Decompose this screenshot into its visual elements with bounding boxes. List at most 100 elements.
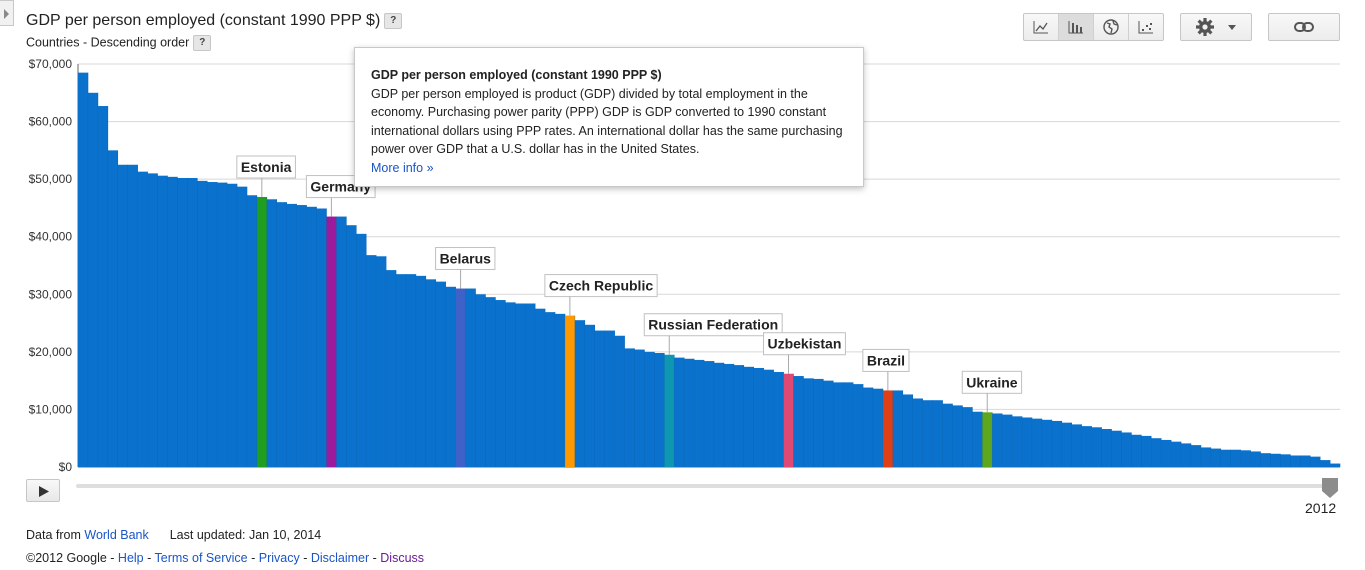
bar[interactable] — [624, 348, 635, 467]
country-label[interactable]: Estonia — [241, 159, 292, 175]
bar[interactable] — [217, 182, 228, 467]
bar[interactable] — [863, 387, 874, 467]
bar[interactable] — [713, 362, 725, 467]
bar[interactable] — [773, 372, 784, 467]
bar[interactable] — [872, 388, 884, 467]
bar[interactable] — [803, 378, 814, 467]
bar[interactable] — [545, 312, 556, 467]
timeline-handle[interactable] — [1321, 478, 1339, 498]
bar[interactable] — [704, 361, 715, 467]
bar[interactable] — [465, 288, 476, 467]
bar[interactable] — [296, 205, 307, 468]
bar[interactable] — [793, 376, 804, 467]
bar[interactable] — [187, 177, 198, 468]
bar[interactable] — [535, 308, 546, 467]
bar[interactable] — [97, 106, 109, 467]
title-help-button[interactable]: ? — [384, 12, 403, 29]
bar[interactable] — [1061, 422, 1072, 467]
discuss-link[interactable]: Discuss — [380, 551, 425, 565]
bar[interactable] — [1051, 420, 1063, 467]
bar[interactable] — [525, 303, 536, 468]
bar[interactable] — [505, 302, 516, 467]
bar[interactable] — [1220, 449, 1231, 467]
bar[interactable] — [1250, 451, 1261, 467]
bar[interactable] — [1091, 427, 1102, 467]
bar[interactable] — [1121, 432, 1132, 467]
timeline-track[interactable] — [76, 484, 1332, 488]
bar[interactable] — [922, 400, 933, 467]
bar[interactable] — [495, 300, 506, 467]
bar[interactable] — [107, 150, 119, 468]
bar[interactable] — [266, 199, 278, 468]
bar[interactable] — [1161, 439, 1172, 467]
bar[interactable] — [833, 382, 844, 467]
bar[interactable] — [475, 294, 486, 467]
bar[interactable] — [1101, 429, 1112, 467]
bar[interactable] — [1012, 416, 1023, 467]
bar[interactable] — [386, 270, 397, 467]
bar[interactable] — [415, 275, 427, 467]
bar-highlighted[interactable] — [455, 288, 466, 467]
bar[interactable] — [207, 182, 218, 467]
bar[interactable] — [753, 367, 764, 467]
bar[interactable] — [425, 279, 437, 467]
bar[interactable] — [316, 208, 327, 468]
bar[interactable] — [972, 411, 983, 467]
bar[interactable] — [1210, 448, 1222, 467]
play-button[interactable] — [26, 479, 60, 502]
settings-menu-button[interactable] — [1180, 13, 1252, 41]
bar[interactable] — [902, 394, 914, 467]
bar[interactable] — [306, 206, 317, 467]
bar[interactable] — [763, 369, 774, 467]
bar[interactable] — [445, 286, 456, 467]
country-label[interactable]: Russian Federation — [648, 317, 778, 333]
bar[interactable] — [1190, 445, 1202, 467]
bar[interactable] — [1270, 453, 1281, 467]
bar[interactable] — [654, 353, 665, 467]
country-label[interactable]: Uzbekistan — [767, 336, 841, 352]
bar[interactable] — [1071, 424, 1082, 467]
bar[interactable] — [515, 303, 526, 468]
bar[interactable] — [1181, 443, 1192, 467]
bar[interactable] — [674, 357, 685, 467]
bar[interactable] — [1022, 417, 1033, 467]
bar[interactable] — [1141, 435, 1152, 467]
more-info-link[interactable]: More info » — [371, 160, 434, 175]
help-link[interactable]: Help — [117, 551, 144, 565]
bar[interactable] — [614, 335, 625, 467]
bar[interactable] — [346, 225, 357, 467]
terms-link[interactable]: Terms of Service — [154, 551, 248, 565]
bar[interactable] — [962, 407, 973, 467]
bar[interactable] — [584, 324, 596, 467]
bar[interactable] — [246, 195, 258, 467]
bar-highlighted[interactable] — [882, 390, 894, 467]
bar[interactable] — [694, 359, 705, 467]
privacy-link[interactable]: Privacy — [258, 551, 300, 565]
bar-highlighted[interactable] — [783, 373, 794, 467]
bar[interactable] — [932, 400, 943, 467]
bar[interactable] — [942, 403, 953, 467]
bar[interactable] — [912, 398, 923, 467]
bar[interactable] — [823, 380, 834, 467]
bar[interactable] — [1300, 455, 1311, 467]
bar[interactable] — [684, 358, 695, 467]
bar[interactable] — [1111, 430, 1122, 467]
bar-highlighted[interactable] — [256, 196, 268, 468]
bar[interactable] — [366, 255, 377, 467]
bar[interactable] — [1081, 426, 1092, 467]
country-label[interactable]: Ukraine — [966, 374, 1018, 390]
country-label[interactable]: Brazil — [867, 352, 905, 368]
bar[interactable] — [1320, 460, 1331, 467]
bar[interactable] — [395, 274, 407, 467]
bar[interactable] — [147, 173, 158, 467]
bar[interactable] — [227, 183, 238, 467]
bar[interactable] — [733, 365, 745, 467]
bar[interactable] — [236, 186, 248, 467]
bar[interactable] — [485, 297, 496, 467]
bar[interactable] — [1230, 449, 1241, 467]
bar[interactable] — [435, 281, 446, 467]
bar[interactable] — [644, 351, 655, 467]
bar-highlighted[interactable] — [564, 315, 576, 467]
bar[interactable] — [1171, 441, 1182, 467]
bar[interactable] — [743, 366, 755, 467]
